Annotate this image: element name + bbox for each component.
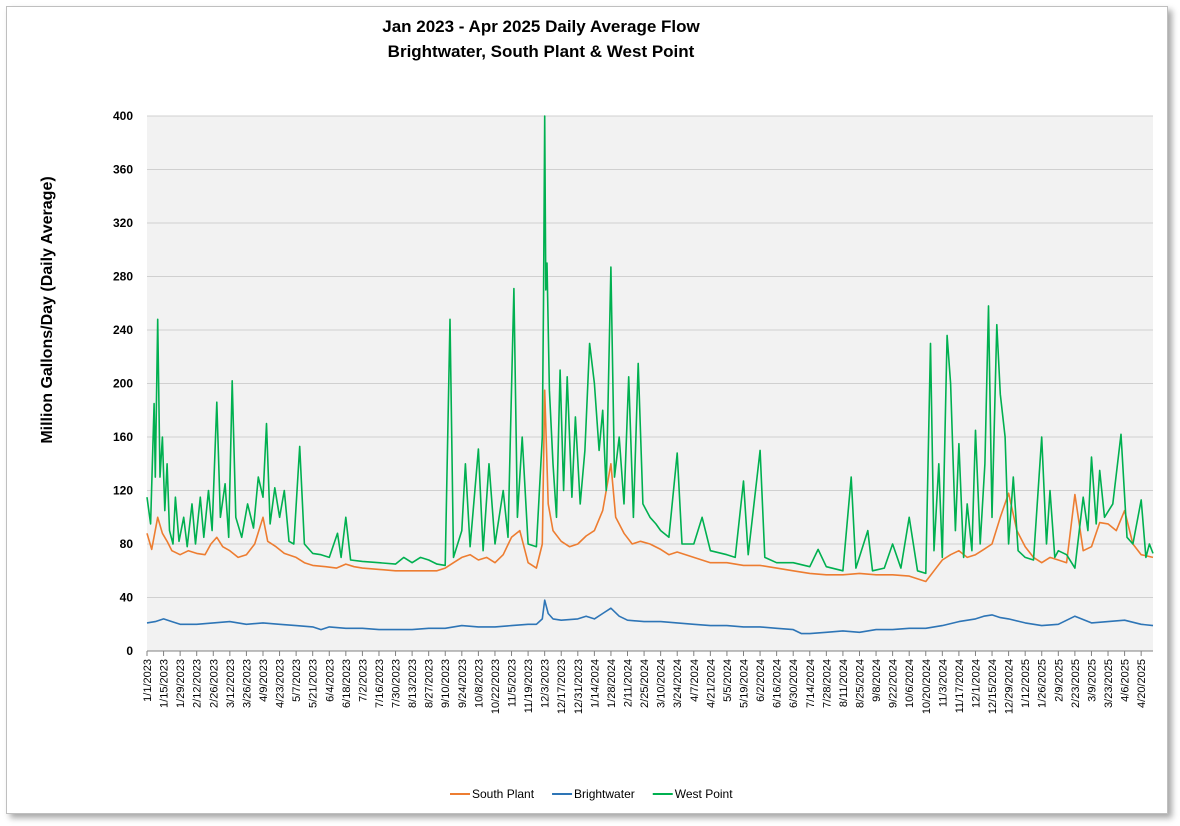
x-tick-label: 10/8/2023 — [473, 659, 485, 708]
x-tick-label: 7/2/2023 — [357, 659, 369, 702]
series-line-south-plant — [146, 389, 1154, 583]
x-tick-label: 12/29/2024 — [1004, 659, 1016, 714]
legend: South Plant Brightwater West Point — [450, 787, 733, 801]
x-tick-label: 1/12/2025 — [1020, 659, 1032, 708]
y-tick-label: 200 — [113, 377, 133, 391]
x-tick-label: 11/19/2023 — [523, 659, 535, 713]
x-tick-label: 1/14/2024 — [589, 659, 601, 708]
x-tick-label: 3/10/2024 — [656, 659, 668, 708]
x-tick-label: 8/11/2024 — [838, 659, 850, 707]
x-tick-label: 3/12/2023 — [225, 659, 237, 708]
chart-title: Jan 2023 - Apr 2025 Daily Average Flow — [382, 17, 700, 36]
x-tick-label: 10/22/2023 — [490, 659, 502, 714]
x-tick-label: 9/22/2024 — [888, 659, 900, 708]
x-tick-label: 10/6/2024 — [904, 659, 916, 708]
x-tick-label: 4/7/2024 — [689, 659, 701, 702]
y-tick-label: 160 — [113, 430, 133, 444]
x-tick-label: 4/23/2023 — [275, 659, 287, 708]
x-tick-label: 2/9/2025 — [1053, 659, 1065, 702]
x-tick-label: 8/13/2023 — [407, 659, 419, 708]
chart-svg: Jan 2023 - Apr 2025 Daily Average Flow B… — [39, 17, 1154, 801]
x-tick-label: 6/2/2024 — [755, 659, 767, 702]
x-tick-label: 3/9/2025 — [1086, 659, 1098, 702]
x-tick-label: 4/20/2025 — [1136, 659, 1148, 708]
x-tick-label: 12/17/2023 — [556, 659, 568, 714]
x-tick-label: 5/7/2023 — [291, 659, 303, 702]
x-tick-label: 4/9/2023 — [258, 659, 270, 702]
x-tick-label: 5/21/2023 — [308, 659, 320, 708]
chart-frame: Jan 2023 - Apr 2025 Daily Average Flow B… — [6, 6, 1168, 814]
y-axis-title: Million Gallons/Day (Daily Average) — [39, 176, 56, 443]
x-tick-label: 8/27/2023 — [424, 659, 436, 708]
chart-subtitle: Brightwater, South Plant & West Point — [388, 42, 695, 61]
x-tick-label: 8/25/2024 — [854, 659, 866, 708]
x-tick-label: 5/19/2024 — [738, 659, 750, 708]
x-tick-label: 7/28/2024 — [821, 659, 833, 708]
x-tick-label: 2/12/2023 — [192, 659, 204, 708]
series-lines — [146, 115, 1154, 635]
legend-label: West Point — [675, 787, 733, 801]
y-tick-label: 120 — [113, 484, 133, 498]
x-tick-label: 6/16/2024 — [772, 659, 784, 708]
x-tick-label: 2/11/2024 — [623, 659, 635, 707]
x-tick-label: 4/21/2024 — [705, 659, 717, 708]
x-tick-label: 3/26/2023 — [241, 659, 253, 708]
x-tick-label: 1/1/2023 — [142, 659, 154, 702]
y-tick-label: 40 — [120, 591, 134, 605]
y-tick-label: 0 — [126, 644, 133, 658]
series-line-west-point — [146, 115, 1154, 575]
x-tick-label: 6/30/2024 — [788, 659, 800, 708]
x-axis-ticks: 1/1/2023 1/15/2023 1/29/2023 2/12/2023 2/26/… — [142, 651, 1148, 714]
x-tick-label: 12/1/2024 — [970, 659, 982, 708]
x-tick-label: 9/10/2023 — [440, 659, 452, 708]
x-tick-label: 2/26/2023 — [208, 659, 220, 708]
y-tick-label: 320 — [113, 216, 133, 230]
y-tick-label: 280 — [113, 270, 133, 284]
y-tick-label: 240 — [113, 323, 133, 337]
x-tick-label: 11/5/2023 — [507, 659, 519, 707]
x-tick-label: 3/24/2024 — [672, 659, 684, 708]
x-tick-label: 12/3/2023 — [540, 659, 552, 708]
x-tick-label: 10/20/2024 — [921, 659, 933, 714]
y-tick-label: 400 — [113, 109, 133, 123]
x-tick-label: 6/18/2023 — [341, 659, 353, 708]
x-tick-label: 12/15/2024 — [987, 659, 999, 714]
x-tick-label: 11/3/2024 — [937, 659, 949, 707]
series-line-brightwater — [146, 599, 1154, 635]
legend-label: Brightwater — [574, 787, 635, 801]
legend-label: South Plant — [472, 787, 535, 801]
x-tick-label: 1/28/2024 — [606, 659, 618, 708]
x-tick-label: 7/16/2023 — [374, 659, 386, 708]
x-tick-label: 2/25/2024 — [639, 659, 651, 708]
y-tick-label: 360 — [113, 163, 133, 177]
x-tick-label: 3/23/2025 — [1103, 659, 1115, 708]
x-tick-label: 1/26/2025 — [1037, 659, 1049, 708]
x-tick-label: 2/23/2025 — [1070, 659, 1082, 708]
x-tick-label: 11/17/2024 — [954, 659, 966, 713]
x-tick-label: 9/8/2024 — [871, 659, 883, 702]
x-tick-label: 7/14/2024 — [805, 659, 817, 708]
x-tick-label: 4/6/2025 — [1120, 659, 1132, 702]
x-tick-label: 6/4/2023 — [324, 659, 336, 702]
y-tick-label: 80 — [120, 537, 134, 551]
x-tick-label: 9/24/2023 — [457, 659, 469, 708]
x-tick-label: 5/5/2024 — [722, 659, 734, 702]
x-tick-label: 1/15/2023 — [159, 659, 171, 708]
x-tick-label: 7/30/2023 — [391, 659, 403, 708]
y-axis-ticks: 0 40 80 120 160 200 240 280 320 360 400 — [113, 109, 133, 658]
x-tick-label: 12/31/2023 — [573, 659, 585, 714]
x-tick-label: 1/29/2023 — [175, 659, 187, 708]
